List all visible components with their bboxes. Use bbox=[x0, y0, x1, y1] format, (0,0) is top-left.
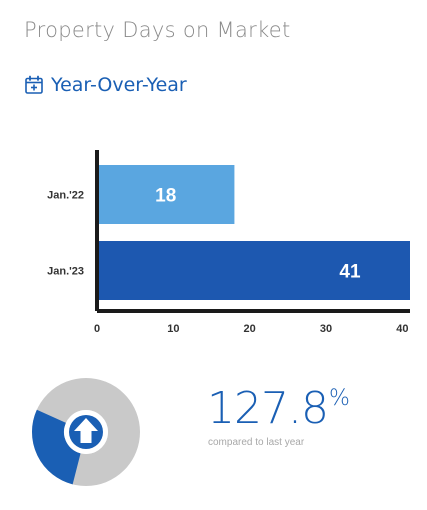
change-caption: compared to last year bbox=[208, 437, 305, 448]
x-tick-label: 20 bbox=[244, 323, 256, 335]
bar-value-label: 18 bbox=[155, 186, 176, 207]
change-value: 127.8 bbox=[207, 383, 329, 434]
change-donut bbox=[32, 378, 140, 486]
donut-segment bbox=[32, 409, 82, 485]
section-header: Year-Over-Year bbox=[24, 74, 187, 96]
x-tick-label: 40 bbox=[396, 323, 408, 335]
page-title: Property Days on Market bbox=[24, 18, 291, 42]
x-tick-label: 0 bbox=[94, 323, 100, 335]
arrow-up-icon bbox=[74, 418, 98, 443]
bar bbox=[97, 165, 235, 224]
calendar-plus-icon bbox=[25, 75, 43, 94]
bar bbox=[97, 241, 410, 300]
bar-chart: 18 Jan.'22 41 Jan.'23 0 10 20 30 40 bbox=[47, 150, 410, 335]
x-tick-label: 30 bbox=[320, 323, 332, 335]
bar-value-label: 41 bbox=[339, 262, 361, 283]
change-unit: % bbox=[328, 386, 350, 411]
change-percent: 127.8 % bbox=[207, 384, 350, 434]
category-label: Jan.'23 bbox=[47, 266, 84, 278]
x-tick-label: 10 bbox=[167, 323, 179, 335]
category-label: Jan.'22 bbox=[47, 190, 84, 202]
section-subtitle: Year-Over-Year bbox=[51, 74, 187, 96]
